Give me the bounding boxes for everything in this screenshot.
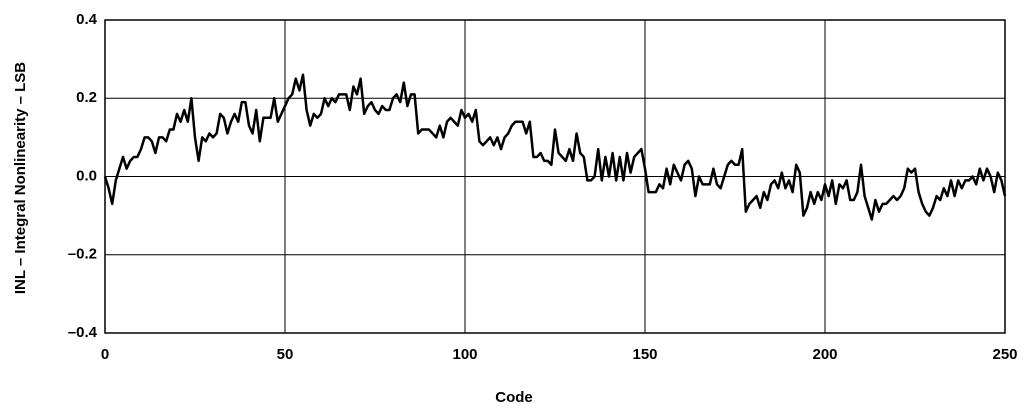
x-tick-label: 200: [812, 346, 837, 363]
y-tick-label: 0.2: [76, 89, 97, 106]
y-tick-label: –0.4: [68, 324, 98, 341]
x-tick-label: 100: [452, 346, 477, 363]
y-axis-label: INL – Integral Nonlinearity – LSB: [12, 62, 29, 294]
x-tick-label: 250: [992, 346, 1017, 363]
data-line: [103, 73, 1007, 221]
y-tick-label: 0.0: [76, 167, 97, 184]
y-tick-label: –0.2: [68, 246, 97, 263]
x-tick-label: 50: [277, 346, 294, 363]
x-axis-label: Code: [495, 389, 533, 406]
y-tick-label: 0.4: [76, 11, 98, 28]
x-tick-label: 150: [632, 346, 657, 363]
x-tick-label: 0: [101, 346, 109, 363]
